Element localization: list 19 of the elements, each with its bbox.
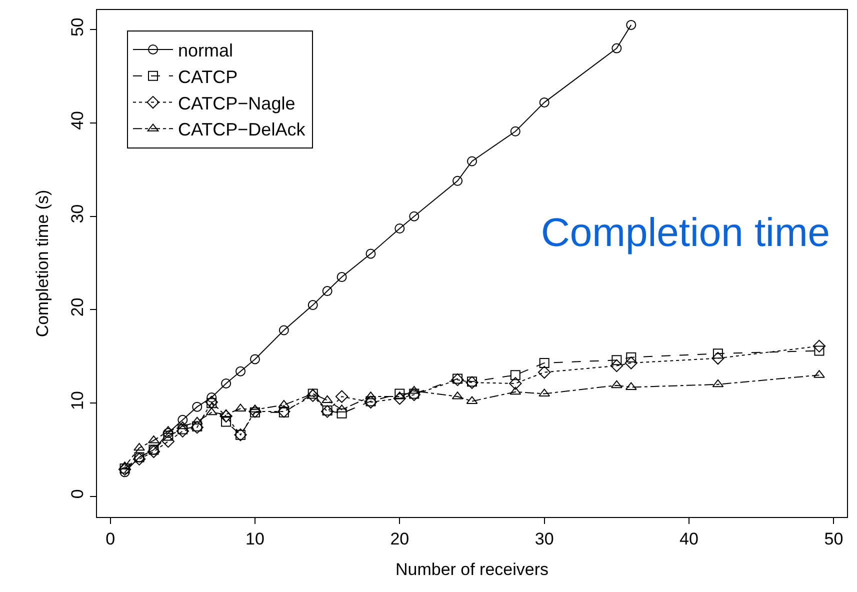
y-tick-label: 40 — [68, 110, 88, 130]
x-tick-label: 50 — [824, 529, 844, 548]
y-tick-label: 30 — [68, 204, 88, 224]
y-tick-label: 10 — [68, 391, 88, 410]
y-tick-label: 0 — [68, 489, 88, 499]
x-axis-title: Number of receivers — [395, 560, 549, 579]
x-tick-label: 0 — [106, 529, 116, 548]
annotation: Completion time — [541, 211, 830, 255]
legend-label: CATCP−Nagle — [178, 93, 296, 114]
y-tick-label: 50 — [68, 18, 88, 37]
legend-label: CATCP — [178, 66, 238, 87]
x-tick-label: 10 — [246, 529, 264, 548]
x-tick-label: 20 — [390, 529, 410, 548]
x-tick-label: 30 — [534, 529, 554, 548]
y-tick-label: 20 — [68, 298, 88, 317]
legend-label: normal — [178, 40, 234, 60]
legend-label: CATCP−DelAck — [178, 120, 306, 140]
y-axis-title: Completion time (s) — [32, 190, 52, 338]
x-tick-label: 40 — [680, 529, 698, 548]
